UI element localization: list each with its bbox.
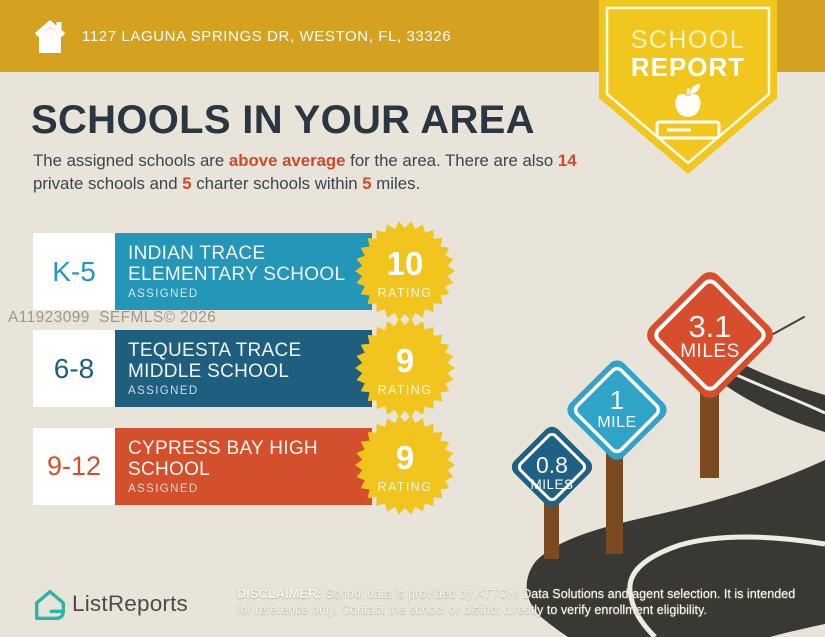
assigned-label: ASSIGNED bbox=[128, 385, 199, 397]
intro-highlight-miles: 5 bbox=[362, 173, 372, 193]
property-address: 1127 LAGUNA SPRINGS DR, WESTON, FL, 3332… bbox=[82, 27, 452, 45]
sign-large-unit: MILES bbox=[680, 341, 740, 362]
listreports-brand-name: ListReports bbox=[72, 591, 188, 616]
disclaimer-body: School data is provided by ATTOM Data So… bbox=[237, 587, 796, 617]
signpost-small bbox=[544, 495, 559, 559]
disclaimer-text: DISCLAIMER: School data is provided by A… bbox=[237, 587, 802, 618]
rating-badge-elementary: 10 RATING bbox=[355, 221, 455, 321]
rating-value: 9 bbox=[396, 439, 414, 476]
school-name-line1: TEQUESTA TRACE bbox=[128, 340, 302, 361]
distance-sign-medium: 1 MILE bbox=[567, 360, 667, 460]
signpost-large bbox=[700, 390, 719, 478]
intro-highlight-private-count: 14 bbox=[557, 151, 577, 170]
listreports-logo-icon bbox=[35, 590, 65, 620]
intro-seg5: miles. bbox=[371, 173, 421, 193]
school-name-line1: CYPRESS BAY HIGH bbox=[128, 438, 318, 459]
intro-seg3: private schools and bbox=[33, 173, 183, 193]
grade-range: 6-8 bbox=[33, 330, 115, 407]
school-bar: TEQUESTA TRACE MIDDLE SCHOOL ASSIGNED bbox=[115, 330, 372, 407]
ribbon-line1: SCHOOL bbox=[631, 26, 746, 54]
school-bar: CYPRESS BAY HIGH SCHOOL ASSIGNED bbox=[115, 428, 372, 505]
house-icon bbox=[35, 20, 65, 53]
ribbon-line2: REPORT bbox=[631, 52, 745, 82]
school-name-line2: ELEMENTARY SCHOOL bbox=[128, 264, 346, 285]
mls-watermark: A11923099 SEFMLS© 2026 bbox=[8, 309, 217, 326]
page-title: SCHOOLS IN YOUR AREA bbox=[31, 98, 535, 142]
intro-highlight-above-average: above average bbox=[228, 151, 346, 170]
assigned-label: ASSIGNED bbox=[128, 483, 199, 495]
rating-label: RATING bbox=[378, 480, 433, 494]
starburst bbox=[355, 221, 455, 321]
intro-text: The assigned schools are above average f… bbox=[33, 150, 585, 196]
distance-sign-small: 0.8 MILES bbox=[511, 426, 593, 508]
grade-range: 9-12 bbox=[33, 428, 115, 505]
sign-small-unit: MILES bbox=[530, 477, 573, 492]
distance-sign-large: 3.1 MILES bbox=[647, 272, 773, 398]
road-far-segment bbox=[718, 355, 825, 432]
book-icon bbox=[655, 120, 721, 140]
starburst bbox=[355, 415, 455, 515]
rating-badge-high: 9 RATING bbox=[355, 415, 455, 515]
road-far-centerline bbox=[729, 370, 825, 415]
starburst bbox=[355, 318, 455, 418]
sign-large-value: 3.1 bbox=[688, 309, 731, 344]
assigned-label: ASSIGNED bbox=[128, 288, 199, 300]
intro-seg1: The assigned schools are bbox=[33, 151, 229, 170]
school-name-line2: SCHOOL bbox=[128, 459, 211, 480]
school-name-line2: MIDDLE SCHOOL bbox=[128, 361, 290, 382]
rating-badge-middle: 9 RATING bbox=[355, 318, 455, 418]
sign-medium-value: 1 bbox=[610, 385, 624, 415]
sign-medium-unit: MILE bbox=[597, 414, 636, 431]
road-near-centerline bbox=[627, 534, 825, 637]
disclaimer-label: DISCLAIMER: bbox=[237, 587, 322, 601]
grade-range: K-5 bbox=[33, 233, 115, 310]
rating-value: 10 bbox=[387, 245, 424, 282]
rating-label: RATING bbox=[378, 286, 433, 300]
sign-small-value: 0.8 bbox=[536, 452, 568, 478]
rating-label: RATING bbox=[378, 383, 433, 397]
intro-seg4: charter schools within bbox=[191, 173, 363, 193]
apple-icon bbox=[675, 84, 701, 117]
school-report-ribbon: SCHOOL REPORT bbox=[599, 0, 777, 174]
intro-seg2: for the area. There are also bbox=[345, 151, 558, 170]
signpost-medium bbox=[606, 450, 623, 554]
intro-highlight-charter-count: 5 bbox=[182, 173, 192, 193]
rating-value: 9 bbox=[396, 342, 414, 379]
school-name-line1: INDIAN TRACE bbox=[128, 243, 266, 264]
school-bar: INDIAN TRACE ELEMENTARY SCHOOL ASSIGNED bbox=[115, 233, 372, 310]
